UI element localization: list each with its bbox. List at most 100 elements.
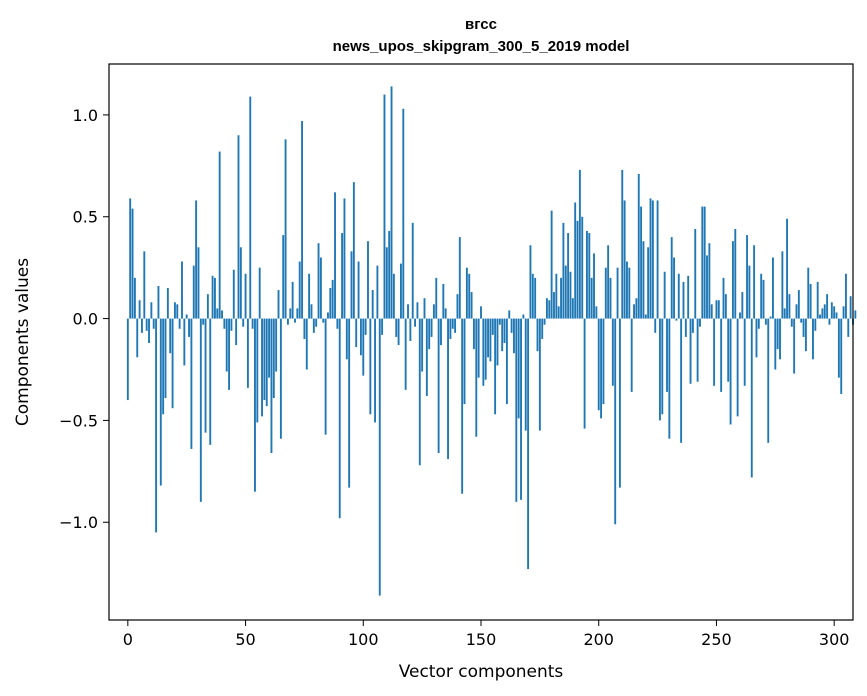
- bar-243: [699, 318, 701, 327]
- bar-77: [308, 273, 311, 319]
- bar-306: [847, 318, 850, 337]
- bar-293: [816, 281, 819, 319]
- bar-189: [571, 298, 574, 319]
- bar-58: [263, 318, 266, 401]
- bar-18: [169, 318, 172, 354]
- bar-193: [581, 216, 584, 319]
- bar-144: [465, 267, 468, 319]
- bar-231: [670, 237, 673, 319]
- bar-32: [202, 318, 205, 325]
- bar-139: [454, 318, 457, 333]
- bar-295: [821, 308, 824, 319]
- bar-130: [432, 304, 435, 319]
- bar-45: [232, 269, 235, 319]
- bar-109: [383, 94, 386, 319]
- x-tick-label-150: 150: [466, 630, 497, 649]
- bar-307: [849, 296, 852, 319]
- bar-152: [484, 318, 487, 380]
- bar-31: [199, 318, 202, 502]
- bar-210: [621, 169, 624, 319]
- bar-47: [237, 135, 240, 319]
- bar-276: [776, 318, 779, 350]
- bar-160: [503, 318, 506, 344]
- bar-52: [249, 96, 252, 319]
- x-tick-label-300: 300: [819, 630, 850, 649]
- bar-138: [451, 318, 454, 329]
- bar-121: [411, 222, 414, 319]
- bar-111: [388, 231, 391, 319]
- bar-281: [788, 294, 791, 319]
- bar-127: [425, 318, 428, 396]
- bar-228: [663, 271, 666, 319]
- bar-22: [178, 318, 181, 329]
- bar-305: [844, 273, 847, 319]
- bar-48: [239, 247, 242, 319]
- bar-6: [141, 318, 143, 333]
- bar-11: [152, 318, 155, 329]
- bar-207: [614, 318, 617, 525]
- bar-271: [764, 318, 767, 325]
- bar-50: [244, 273, 247, 319]
- bar-34: [206, 294, 209, 319]
- bar-168: [522, 314, 525, 319]
- bar-101: [364, 318, 367, 335]
- bar-251: [717, 300, 720, 319]
- bar-41: [223, 318, 226, 329]
- bar-242: [696, 318, 699, 382]
- bar-279: [783, 308, 786, 319]
- bar-298: [828, 318, 831, 325]
- x-tick-label-50: 50: [235, 630, 255, 649]
- bar-302: [837, 318, 840, 378]
- bar-97: [355, 318, 358, 348]
- bar-40: [221, 310, 223, 319]
- bar-126: [423, 298, 426, 319]
- bar-115: [397, 318, 400, 346]
- bar-122: [414, 318, 417, 327]
- bar-191: [576, 220, 579, 319]
- bar-93: [345, 318, 348, 360]
- bar-165: [515, 318, 518, 502]
- bar-162: [508, 310, 511, 319]
- bar-172: [531, 273, 534, 319]
- bar-150: [480, 306, 482, 319]
- bar-23: [181, 261, 183, 319]
- bar-148: [475, 318, 478, 437]
- bar-236: [682, 281, 685, 319]
- bar-123: [416, 302, 419, 319]
- bar-269: [760, 273, 763, 319]
- bar-78: [310, 304, 313, 319]
- bar-201: [600, 318, 603, 419]
- bar-246: [706, 255, 708, 319]
- bar-248: [710, 304, 713, 319]
- bar-194: [583, 318, 586, 429]
- bar-254: [724, 294, 727, 319]
- bar-38: [216, 308, 219, 319]
- bar-132: [437, 318, 440, 453]
- bar-261: [741, 292, 744, 319]
- bar-125: [421, 318, 424, 372]
- bar-161: [505, 318, 508, 405]
- bar-169: [524, 318, 527, 431]
- bar-70: [291, 281, 294, 319]
- bar-214: [630, 318, 633, 392]
- bar-60: [268, 318, 271, 378]
- bar-282: [790, 318, 793, 327]
- bar-105: [374, 318, 376, 423]
- bar-284: [795, 304, 798, 319]
- bar-146: [470, 292, 473, 319]
- bar-163: [510, 318, 513, 333]
- bar-174: [536, 318, 539, 352]
- bar-275: [774, 318, 777, 370]
- bar-44: [230, 318, 233, 331]
- bar-99: [359, 318, 362, 356]
- bar-285: [797, 290, 800, 319]
- bar-206: [611, 318, 614, 386]
- bar-241: [694, 228, 697, 319]
- bar-204: [607, 245, 610, 319]
- bar-197: [590, 277, 593, 319]
- bar-164: [513, 318, 515, 354]
- bar-66: [282, 235, 285, 319]
- bar-222: [649, 198, 652, 319]
- bar-114: [395, 318, 398, 337]
- bar-202: [602, 318, 605, 405]
